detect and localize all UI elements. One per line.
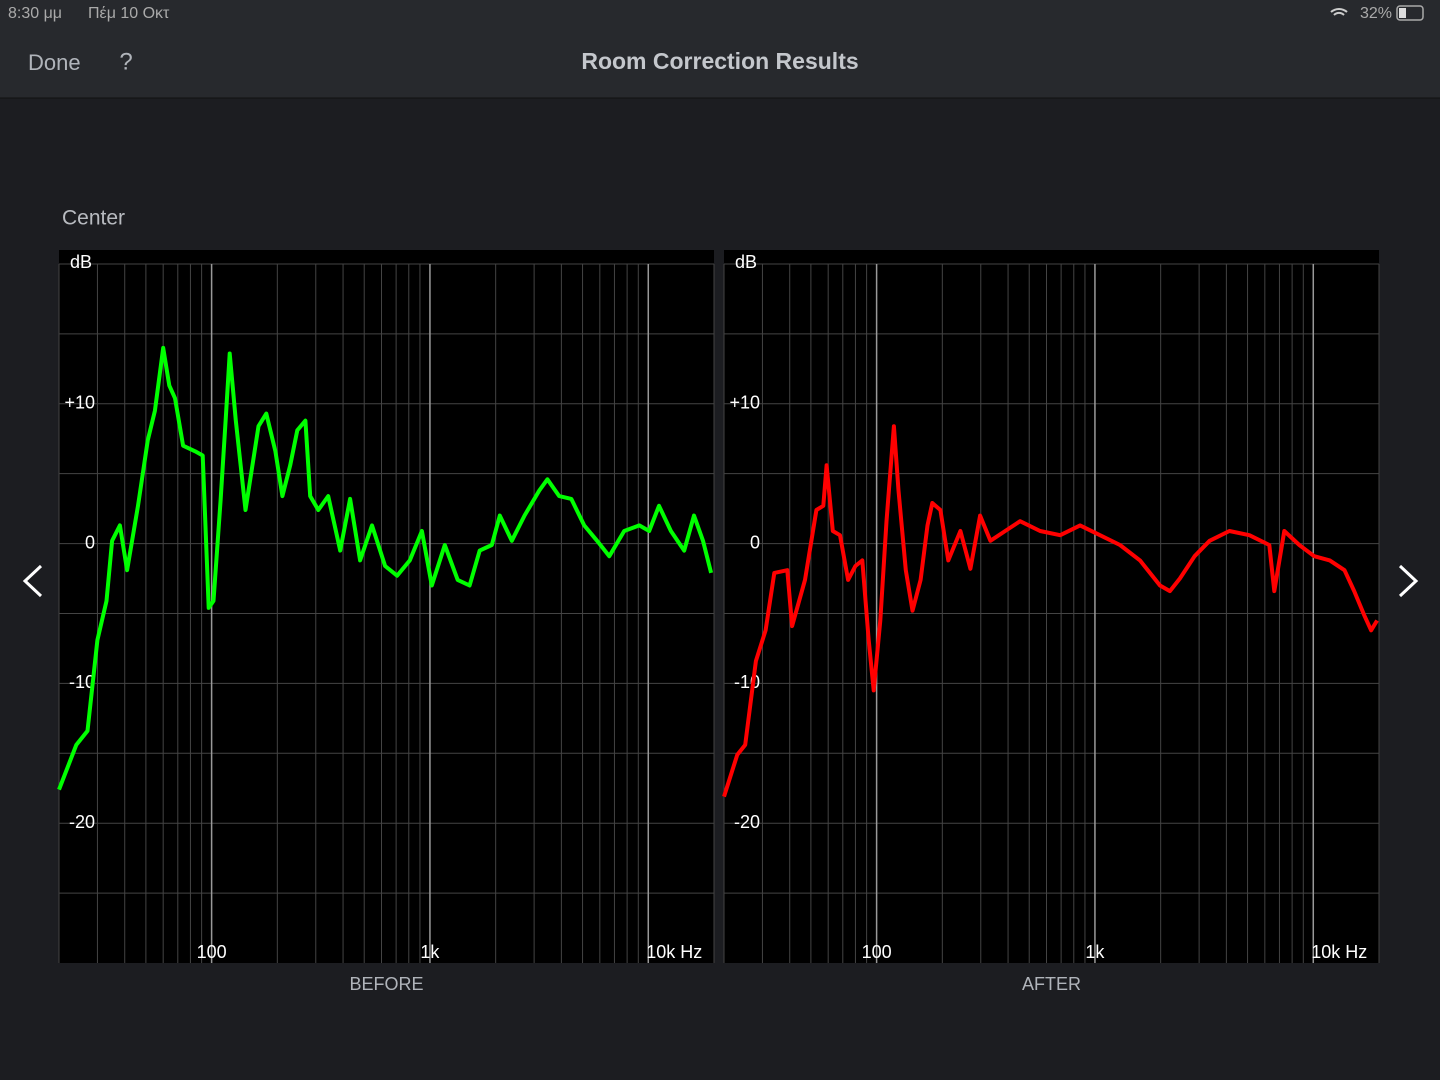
previous-arrow[interactable]	[22, 564, 43, 598]
y-tick-label: 0	[85, 532, 95, 552]
header-bar	[0, 0, 1440, 98]
status-battery: 32%	[1360, 5, 1392, 22]
x-tick-label: 100	[197, 942, 227, 962]
y-tick-label: -20	[69, 812, 95, 832]
section-title: Center	[62, 207, 125, 230]
x-tick-label: 1k	[420, 942, 440, 962]
y-tick-label: -20	[734, 812, 760, 832]
page-title: Room Correction Results	[581, 48, 858, 74]
status-date: Πέμ 10 Οκτ	[88, 5, 170, 22]
response-line	[722, 424, 1379, 798]
battery-level	[1399, 8, 1406, 18]
plot-area	[59, 250, 714, 963]
response-line	[57, 345, 714, 791]
x-tick-label: 1k	[1085, 942, 1105, 962]
status-time: 8:30 μμ	[8, 5, 62, 22]
battery-icon	[1396, 5, 1424, 21]
done-button[interactable]: Done	[28, 50, 81, 75]
x-tick-label: 10k Hz	[1311, 942, 1367, 962]
chart-label: AFTER	[1022, 974, 1081, 994]
y-tick-label: +10	[64, 393, 95, 413]
help-button[interactable]: ?	[119, 48, 132, 75]
x-tick-label: 100	[862, 942, 892, 962]
y-axis-unit: dB	[735, 252, 757, 272]
next-arrow[interactable]	[1398, 564, 1419, 598]
plot-area	[724, 250, 1379, 963]
x-tick-label: 10k Hz	[646, 942, 702, 962]
y-tick-label: +10	[729, 393, 760, 413]
y-tick-label: -10	[69, 672, 95, 692]
chart-label: BEFORE	[349, 974, 423, 994]
wifi-icon	[1330, 8, 1348, 16]
y-axis-unit: dB	[70, 252, 92, 272]
y-tick-label: 0	[750, 532, 760, 552]
